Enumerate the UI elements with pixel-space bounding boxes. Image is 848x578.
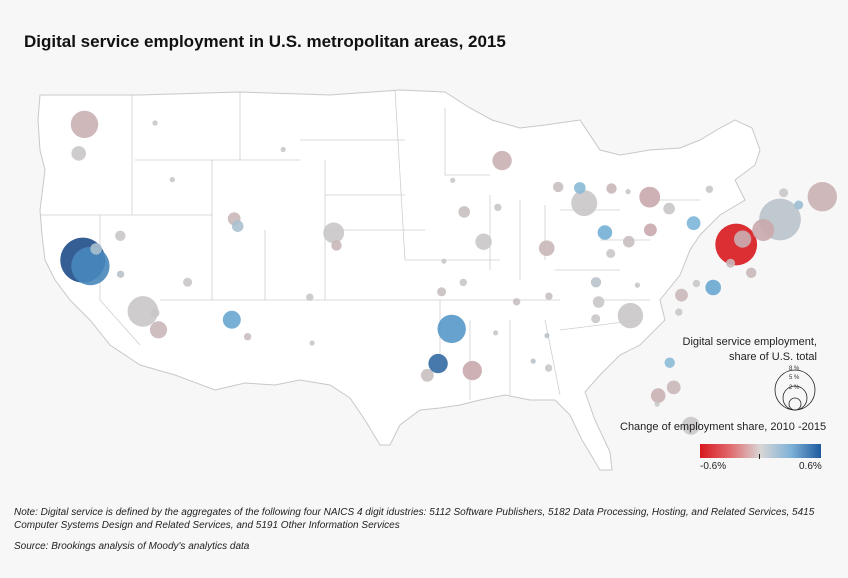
bubble-miami (681, 416, 700, 435)
bubble-cincinnati (623, 235, 635, 248)
size-legend-2pct (788, 397, 802, 411)
size-legend-title: Digital service employment, share of U.S… (617, 335, 818, 365)
bubble-sioux-falls (450, 177, 456, 183)
bubble-indianapolis (597, 225, 613, 240)
bubble-chicago (571, 190, 598, 217)
size-legend (774, 369, 816, 411)
gradient-min-label: -0.6% (700, 461, 727, 472)
bubble-louisville (606, 249, 616, 258)
bubble-new-orleans (544, 364, 553, 372)
bubble-portland (71, 146, 86, 161)
bubble-los-angeles (127, 296, 159, 327)
footnote: Note: Digital service is defined by the … (14, 507, 815, 531)
bubble-austin (428, 353, 448, 374)
bubble-las-vegas (183, 277, 193, 287)
color-gradient-bar (700, 444, 821, 458)
bubble-denver (323, 222, 345, 244)
bubble-nashville (590, 277, 602, 288)
bubble-layer (60, 110, 837, 435)
bubble-seattle (70, 110, 99, 139)
bubble-tampa (650, 388, 666, 403)
bubble-madison (553, 181, 564, 193)
size-label-5: 5 % (789, 375, 800, 381)
bubble-greensboro (692, 279, 701, 288)
bubble-sacramento (90, 243, 102, 255)
bubble-milwaukee (574, 182, 586, 194)
bubble-san-diego (149, 321, 168, 339)
size-legend-title-line1: Digital service employment, (682, 336, 818, 348)
bubble-huntsville (592, 296, 605, 308)
bubble-hartford (794, 200, 804, 210)
bubble-tucson (243, 333, 252, 341)
bubble-grand-rapids (606, 183, 617, 194)
bubble-dallas (437, 314, 466, 344)
gradient-max-label: 0.6% (799, 461, 822, 472)
bubble-des-moines (494, 203, 502, 212)
bubble-baltimore (734, 230, 752, 248)
bubble-columbus (644, 223, 657, 237)
bubble-albuquerque (306, 293, 314, 301)
source-note: Source: Brookings analysis of Moody's an… (14, 541, 250, 552)
bubble-billings (280, 146, 286, 153)
bubble-minneapolis (492, 150, 512, 171)
bubble-phoenix (222, 310, 241, 329)
bubble-buffalo (705, 185, 714, 193)
bubble-st-louis (538, 240, 555, 256)
bubble-sarasota (654, 401, 660, 407)
bubble-raleigh (705, 279, 721, 296)
bubble-san-antonio (420, 368, 434, 382)
chart-title: Digital service employment in U.S. metro… (24, 32, 506, 51)
change-legend-title: Change of employment share, 2010 -2015 (620, 421, 827, 433)
bubble-knoxville (634, 282, 641, 288)
bubble-detroit (639, 186, 661, 208)
bubble-atlanta (617, 302, 644, 329)
bubble-orlando (666, 380, 681, 395)
bubble-cleveland (663, 202, 675, 215)
bubble-houston (462, 360, 482, 381)
bubble-tulsa (459, 278, 467, 287)
us-outline (37, 89, 761, 471)
bubble-virginia-beach (746, 267, 757, 278)
size-label-8: 8 % (789, 366, 800, 372)
bubble-memphis (545, 292, 553, 300)
bubble-omaha (458, 206, 471, 218)
bubble-oklahoma-city (437, 287, 447, 297)
bubble-albany (779, 188, 789, 198)
bubble-baton-rouge (530, 358, 536, 364)
size-label-2: 2 % (789, 385, 800, 391)
bubble-el-paso (309, 340, 315, 346)
bubble-jackson (544, 333, 550, 339)
bubble-san-jose (71, 246, 110, 286)
bubble-riverside (150, 308, 160, 318)
bubble-shreveport (493, 330, 499, 336)
bubble-provo (231, 220, 244, 232)
bubble-fresno (116, 270, 125, 278)
bubble-birmingham (591, 314, 601, 324)
bubble-jacksonville (664, 357, 675, 368)
bubble-charlotte (675, 288, 688, 302)
bubble-richmond (726, 258, 736, 268)
bubble-boston (807, 182, 837, 212)
bubble-boise (169, 177, 175, 183)
bubble-columbia-sc (675, 308, 683, 316)
size-legend-title-line2: share of U.S. total (728, 351, 817, 363)
bubble-spokane (152, 120, 158, 126)
bubble-kansas-city (475, 233, 492, 250)
bubble-little-rock (512, 298, 521, 306)
bubble-pittsburgh (686, 216, 701, 231)
us-map (37, 89, 837, 471)
bubble-lansing (625, 189, 631, 195)
bubble-philadelphia (752, 219, 775, 241)
gradient-zero-tick (759, 454, 760, 459)
bubble-colorado-springs (331, 240, 342, 251)
bubble-wichita (441, 258, 447, 264)
bubble-reno (115, 230, 126, 241)
